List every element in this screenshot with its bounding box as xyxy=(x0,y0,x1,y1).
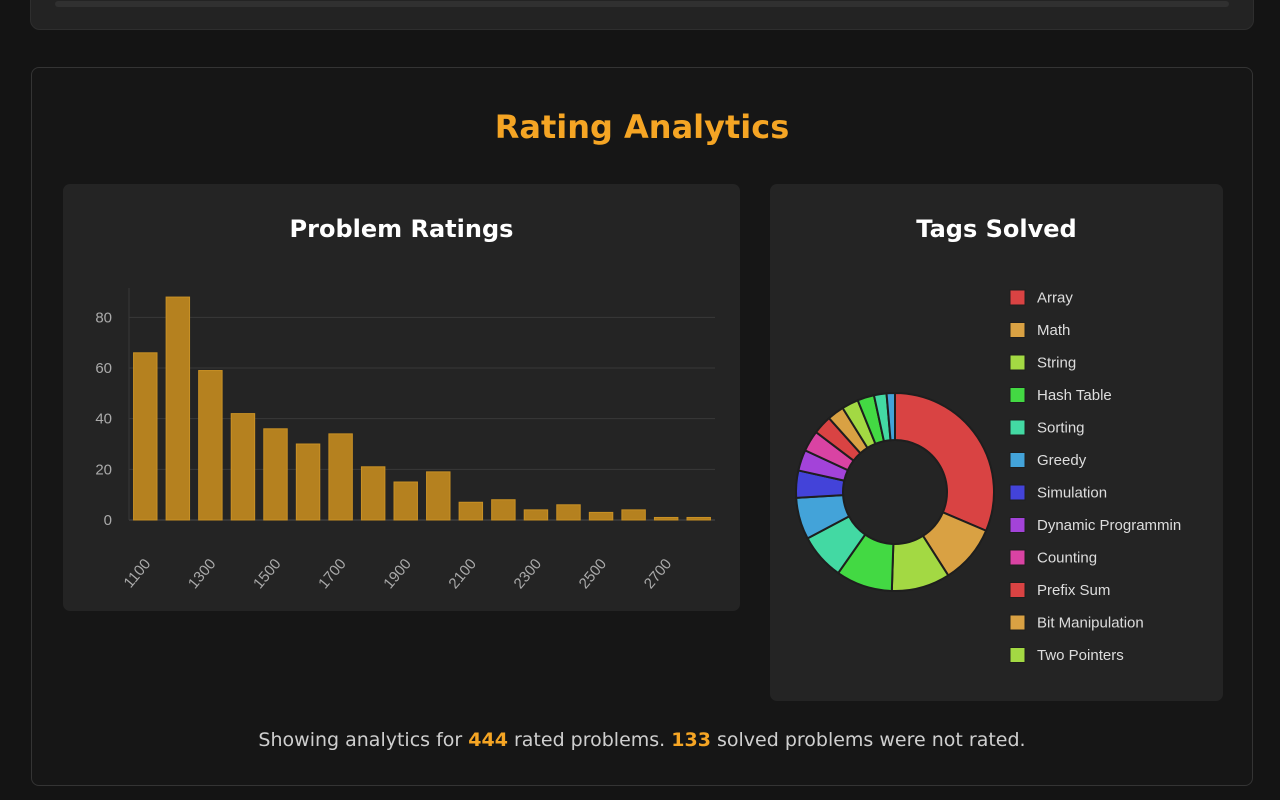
legend-swatch xyxy=(1009,322,1026,338)
tag-slice[interactable] xyxy=(885,391,896,442)
legend-swatch xyxy=(1009,549,1026,566)
y-tick-label: 20 xyxy=(95,461,112,478)
rating-bar[interactable] xyxy=(165,296,191,521)
rating-bar[interactable] xyxy=(556,504,581,521)
x-tick-label: 1500 xyxy=(250,556,284,592)
problem-ratings-card: Problem Ratings 0 20 40 60 80 1100 1300 1500 170… xyxy=(63,184,740,611)
rating-bar[interactable] xyxy=(588,511,614,521)
footer-prefix: Showing analytics for xyxy=(258,729,463,751)
x-tick-label: 2700 xyxy=(641,556,675,592)
rating-bar[interactable] xyxy=(263,428,288,521)
legend-label[interactable]: Greedy xyxy=(1037,452,1087,469)
legend-label[interactable]: Dynamic Programmin xyxy=(1037,517,1181,534)
rating-bar[interactable] xyxy=(230,413,256,521)
rating-bar[interactable] xyxy=(328,433,353,521)
rating-analytics-title: Rating Analytics xyxy=(494,108,790,146)
y-tick-label: 0 xyxy=(104,512,112,529)
top-panel-bar xyxy=(55,1,1229,7)
x-tick-label: 1700 xyxy=(315,556,349,592)
tags-solved-card: Tags Solved Array Math String Hash Table Sor… xyxy=(770,184,1223,701)
legend-swatch xyxy=(1009,387,1026,403)
legend-swatch xyxy=(1009,289,1026,306)
problem-ratings-title: Problem Ratings xyxy=(289,215,514,243)
tag-slice[interactable] xyxy=(894,391,995,533)
rating-bar[interactable] xyxy=(491,499,516,521)
legend-label[interactable]: Hash Table xyxy=(1037,387,1112,404)
y-tick-label: 40 xyxy=(95,411,112,428)
rating-bar[interactable] xyxy=(295,443,321,521)
rating-bar[interactable] xyxy=(653,516,679,521)
footer-middle: rated problems. xyxy=(513,729,666,751)
problem-ratings-bar-chart: 0 20 40 60 80 1100 1300 1500 1700 1900 2100 2300 250… xyxy=(95,288,715,592)
rating-bar[interactable] xyxy=(426,471,451,521)
rating-bar[interactable] xyxy=(133,352,158,521)
x-tick-label: 1300 xyxy=(185,556,219,592)
legend-swatch xyxy=(1009,354,1026,371)
rating-bar[interactable] xyxy=(393,481,418,521)
rating-bar[interactable] xyxy=(523,509,549,521)
legend-swatch xyxy=(1009,452,1026,468)
x-tick-label: 1900 xyxy=(380,556,414,592)
x-tick-label: 2500 xyxy=(576,556,610,592)
legend-swatch xyxy=(1009,517,1026,533)
legend-swatch xyxy=(1009,484,1026,501)
legend-label[interactable]: Prefix Sum xyxy=(1037,582,1110,599)
rating-bar[interactable] xyxy=(686,516,711,521)
y-tick-label: 60 xyxy=(95,360,112,377)
legend-label[interactable]: Sorting xyxy=(1037,420,1085,437)
rating-bar[interactable] xyxy=(621,509,646,521)
tags-solved-title: Tags Solved xyxy=(916,215,1077,243)
rated-count: 444 xyxy=(468,729,508,751)
analytics-footer-note: Showing analytics for 444 rated problems… xyxy=(32,729,1252,751)
x-tick-label: 2100 xyxy=(445,556,479,592)
legend-label[interactable]: Bit Manipulation xyxy=(1037,615,1144,632)
tags-solved-donut-chart: Array Math String Hash Table Sorting Greedy Si… xyxy=(795,289,1181,664)
unrated-count: 133 xyxy=(671,729,711,751)
top-panel xyxy=(30,0,1254,30)
legend-label[interactable]: String xyxy=(1037,355,1076,372)
legend-label[interactable]: Array xyxy=(1037,290,1073,307)
legend-label[interactable]: Simulation xyxy=(1037,485,1107,502)
legend-label[interactable]: Counting xyxy=(1037,550,1097,567)
legend-swatch xyxy=(1009,419,1026,436)
rating-analytics-section: Rating Analytics Problem Ratings 0 20 40 60… xyxy=(31,67,1253,786)
legend-label[interactable]: Math xyxy=(1037,322,1070,339)
x-tick-label: 1100 xyxy=(121,556,155,592)
legend-swatch xyxy=(1009,582,1026,598)
footer-suffix: solved problems were not rated. xyxy=(716,729,1026,751)
rating-bar[interactable] xyxy=(360,466,386,521)
legend-swatch xyxy=(1009,614,1026,631)
legend-label[interactable]: Two Pointers xyxy=(1037,647,1124,664)
legend-swatch xyxy=(1009,647,1026,663)
rating-bar[interactable] xyxy=(198,370,223,521)
rating-bar[interactable] xyxy=(458,501,484,521)
y-tick-label: 80 xyxy=(95,309,112,326)
x-tick-label: 2300 xyxy=(511,556,545,592)
